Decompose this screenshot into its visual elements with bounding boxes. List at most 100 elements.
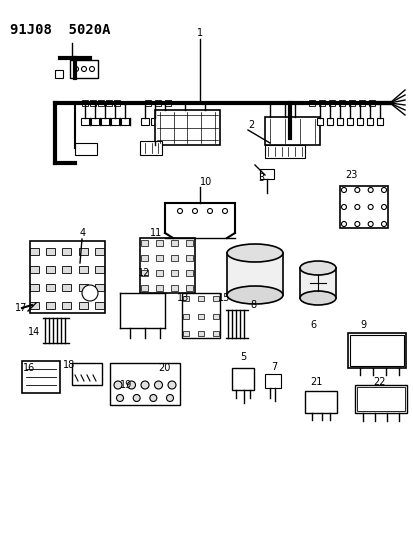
Bar <box>171 255 178 261</box>
Circle shape <box>81 67 86 71</box>
Bar <box>366 118 372 125</box>
Bar <box>62 266 71 273</box>
Circle shape <box>154 381 162 389</box>
Bar <box>197 313 204 319</box>
Bar <box>46 284 55 291</box>
Bar <box>81 118 89 125</box>
Text: 15: 15 <box>218 293 230 303</box>
Bar <box>336 118 342 125</box>
Text: 91J08  5020A: 91J08 5020A <box>10 23 110 37</box>
Bar <box>316 118 322 125</box>
Bar <box>185 240 192 246</box>
Circle shape <box>114 381 122 389</box>
Bar <box>212 331 218 336</box>
Circle shape <box>74 67 78 71</box>
Bar <box>368 100 374 106</box>
Bar <box>358 100 364 106</box>
Bar <box>72 363 102 385</box>
Bar <box>30 241 105 313</box>
Text: 1: 1 <box>197 28 202 38</box>
Bar <box>326 118 332 125</box>
Bar <box>165 100 171 106</box>
Bar <box>55 70 63 78</box>
Text: 2: 2 <box>247 120 254 130</box>
Circle shape <box>354 188 359 192</box>
Bar <box>141 285 147 291</box>
Bar <box>304 391 336 413</box>
Bar <box>110 363 180 405</box>
Circle shape <box>89 67 94 71</box>
Text: 23: 23 <box>344 170 356 180</box>
Bar <box>141 255 147 261</box>
Bar <box>46 248 55 255</box>
Text: 22: 22 <box>372 377 385 387</box>
Circle shape <box>367 205 372 209</box>
Bar <box>90 100 96 106</box>
Bar <box>95 266 104 273</box>
Text: 5: 5 <box>240 352 246 362</box>
Bar <box>106 100 112 106</box>
Bar <box>264 374 280 388</box>
Circle shape <box>192 208 197 214</box>
Bar <box>264 117 319 145</box>
Text: 3: 3 <box>257 173 263 183</box>
Bar <box>354 385 406 413</box>
Bar <box>121 118 129 125</box>
Circle shape <box>150 394 157 401</box>
Bar <box>197 296 204 301</box>
Bar <box>114 100 120 106</box>
Text: 18: 18 <box>63 360 75 370</box>
Bar <box>70 60 98 78</box>
Bar <box>212 313 218 319</box>
Bar <box>78 302 88 309</box>
Bar <box>318 100 324 106</box>
Text: 19: 19 <box>120 380 132 390</box>
Text: 17: 17 <box>15 303 27 313</box>
Ellipse shape <box>226 286 282 304</box>
Circle shape <box>141 381 149 389</box>
Bar <box>156 285 163 291</box>
Bar <box>62 302 71 309</box>
Text: 9: 9 <box>359 320 365 330</box>
Bar <box>154 110 219 145</box>
Ellipse shape <box>299 291 335 305</box>
Bar <box>95 284 104 291</box>
Circle shape <box>354 222 359 227</box>
Ellipse shape <box>226 244 282 262</box>
Bar <box>78 284 88 291</box>
Bar <box>185 270 192 276</box>
Text: 21: 21 <box>309 377 322 387</box>
Circle shape <box>380 188 386 192</box>
Circle shape <box>168 381 176 389</box>
Bar <box>197 331 204 336</box>
Bar <box>151 118 159 125</box>
Text: 6: 6 <box>309 320 316 330</box>
Bar <box>141 118 149 125</box>
Text: 8: 8 <box>249 300 256 310</box>
Circle shape <box>222 208 227 214</box>
Bar <box>171 270 178 276</box>
Bar <box>78 266 88 273</box>
Bar <box>226 253 282 295</box>
Bar <box>62 284 71 291</box>
Text: 10: 10 <box>199 177 212 187</box>
Circle shape <box>341 188 346 192</box>
Circle shape <box>166 394 173 401</box>
Bar <box>356 118 362 125</box>
Bar <box>264 145 304 158</box>
Bar <box>156 270 163 276</box>
Text: 11: 11 <box>150 228 162 238</box>
Bar <box>140 141 161 155</box>
Bar <box>185 255 192 261</box>
Bar <box>156 240 163 246</box>
Bar <box>308 100 314 106</box>
Circle shape <box>82 285 98 301</box>
Bar <box>78 248 88 255</box>
Bar <box>46 302 55 309</box>
Ellipse shape <box>299 261 335 275</box>
Text: 4: 4 <box>80 228 86 238</box>
Bar <box>183 313 189 319</box>
Bar <box>145 100 151 106</box>
Bar <box>156 255 163 261</box>
Text: 20: 20 <box>158 363 170 373</box>
